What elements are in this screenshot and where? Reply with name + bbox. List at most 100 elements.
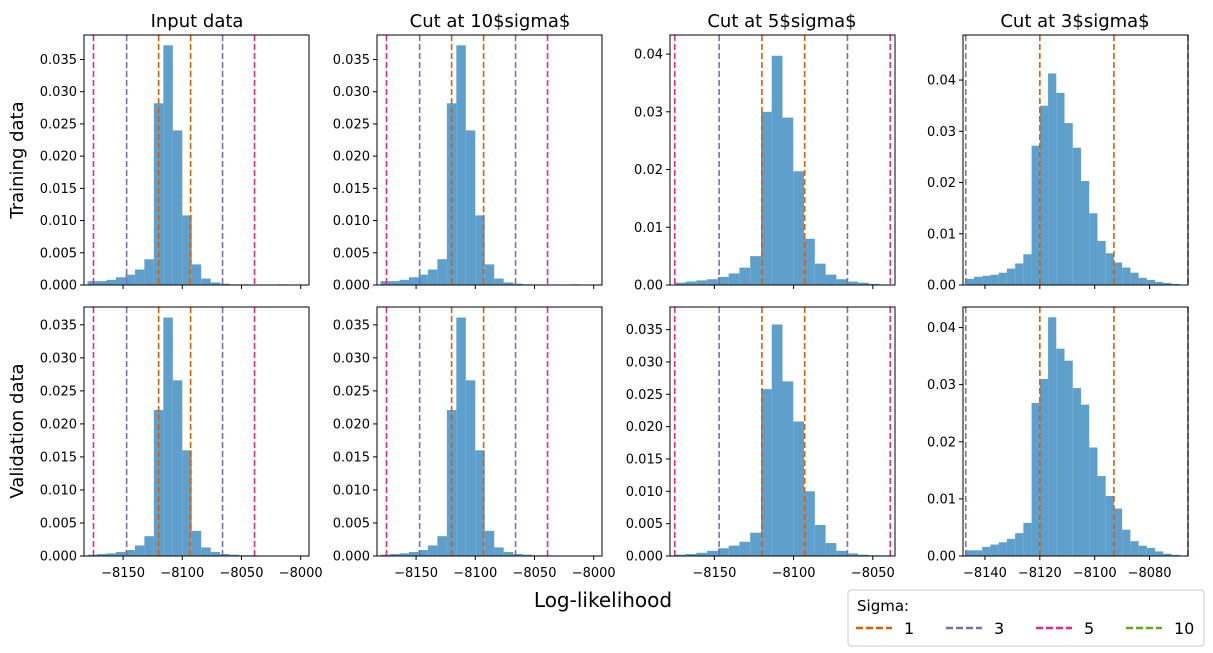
y-tick-label: 0.03 [927, 378, 956, 393]
histogram-bar [390, 281, 400, 285]
histogram-panel-6: 0.000 0.005 0.010 0.015 0.020 0.025 0.030 0.035… [626, 306, 896, 581]
histogram-bar [1155, 551, 1164, 556]
histogram-bar [1056, 348, 1065, 556]
histogram-bar [1171, 554, 1180, 556]
histogram-bar [191, 530, 202, 556]
y-tick-label: 0.015 [333, 182, 370, 197]
histogram-bar [399, 553, 409, 556]
y-tick-label: 0.020 [626, 420, 663, 435]
histogram-bar [106, 553, 116, 556]
legend-label-sigma-1: 1 [904, 619, 914, 638]
y-tick-label: 0.025 [333, 384, 370, 399]
histogram-bar [1146, 548, 1156, 556]
histogram-bar [836, 550, 848, 556]
histogram-bar [1039, 105, 1049, 285]
histogram-bar [782, 117, 794, 285]
y-tick-label: 0.020 [40, 417, 77, 432]
histogram-bar [408, 552, 419, 556]
histogram-bar [1097, 240, 1106, 285]
histogram-bar [1171, 283, 1180, 285]
y-tick-label: 0.005 [333, 516, 370, 531]
histogram-bar [513, 554, 523, 556]
histogram-bar [760, 389, 772, 556]
x-tick-label: −8150 [394, 566, 438, 581]
histogram-bar [728, 273, 740, 285]
y-tick-label: 0.020 [333, 150, 370, 165]
histogram-bar [836, 279, 848, 285]
histogram-bar [1163, 553, 1172, 556]
histogram-bar [115, 552, 126, 556]
histogram-bar [1064, 360, 1073, 556]
histogram-bar [1138, 545, 1147, 556]
column-title-input: Input data [151, 11, 244, 32]
histogram-bar [1023, 254, 1032, 285]
y-tick-label: 0.010 [333, 214, 370, 229]
histogram-bar [1039, 378, 1049, 556]
y-tick-label: 0.015 [626, 452, 663, 467]
histogram-bar [728, 545, 740, 556]
histogram-bar [134, 545, 145, 556]
histogram-bar [1163, 282, 1172, 285]
histogram-bar [220, 283, 230, 285]
x-axis-label: Log-likelihood [534, 588, 672, 612]
y-tick-label: 0.00 [927, 550, 956, 565]
y-tick-label: 0.00 [927, 279, 956, 294]
y-tick-label: 0.030 [626, 355, 663, 370]
y-tick-label: 0.01 [927, 492, 956, 507]
x-tick-label: −8100 [453, 566, 497, 581]
histogram-bar [1072, 388, 1081, 556]
histogram-bar [191, 264, 202, 285]
histogram-bar [1155, 281, 1164, 285]
histogram-bar [973, 550, 983, 556]
histogram-bar [172, 130, 183, 285]
histogram-bar [857, 282, 869, 285]
histogram-bar [1113, 262, 1123, 285]
row-label-validation: Validation data [7, 363, 28, 498]
histogram-bar [825, 543, 837, 556]
column-title-cut10: Cut at 10$sigma$ [410, 11, 571, 32]
histogram-bar [1015, 533, 1024, 556]
y-tick-label: 0.000 [333, 550, 370, 565]
y-tick-label: 0.000 [40, 550, 77, 565]
histogram-bar [674, 282, 686, 285]
x-tick-label: −8050 [220, 566, 264, 581]
histogram-bar [1048, 317, 1057, 556]
x-tick-label: −8140 [963, 566, 1007, 581]
histogram-bar [793, 421, 805, 556]
histogram-bar [1056, 92, 1065, 285]
column-title-cut3: Cut at 3$sigma$ [1000, 11, 1149, 32]
histogram-bar [685, 554, 697, 556]
y-tick-label: 0.005 [333, 246, 370, 261]
legend-frame [847, 589, 1205, 647]
histogram-bar [220, 554, 230, 556]
histogram-bar [97, 554, 107, 556]
y-tick-label: 0.000 [333, 279, 370, 294]
histogram-bar [456, 317, 466, 556]
histogram-bar [87, 554, 98, 556]
histogram-bar [484, 530, 495, 556]
histogram-bar [134, 269, 145, 285]
y-tick-label: 0.020 [333, 417, 370, 432]
histogram-bar [427, 545, 438, 556]
y-tick-label: 0.000 [40, 279, 77, 294]
axes-frame [669, 34, 896, 286]
histogram-bar [804, 491, 815, 556]
legend-label-sigma-3: 3 [994, 619, 1004, 638]
histogram-bar [163, 317, 173, 556]
histogram-bar [475, 450, 485, 556]
histogram-bar [696, 552, 708, 556]
histogram-bar [163, 45, 173, 286]
y-tick-label: 0.010 [333, 483, 370, 498]
histogram-bar [965, 550, 974, 556]
histogram-bar [771, 55, 783, 285]
y-tick-label: 0.00 [634, 279, 663, 294]
histogram-bar [750, 256, 761, 285]
histogram-bar [998, 272, 1007, 285]
histogram-bar [1080, 404, 1090, 556]
x-tick-label: −8050 [513, 566, 557, 581]
histogram-bar [674, 554, 686, 556]
histogram-bar [437, 536, 447, 556]
histogram-bar [182, 450, 192, 556]
y-tick-label: 0.000 [626, 550, 663, 565]
